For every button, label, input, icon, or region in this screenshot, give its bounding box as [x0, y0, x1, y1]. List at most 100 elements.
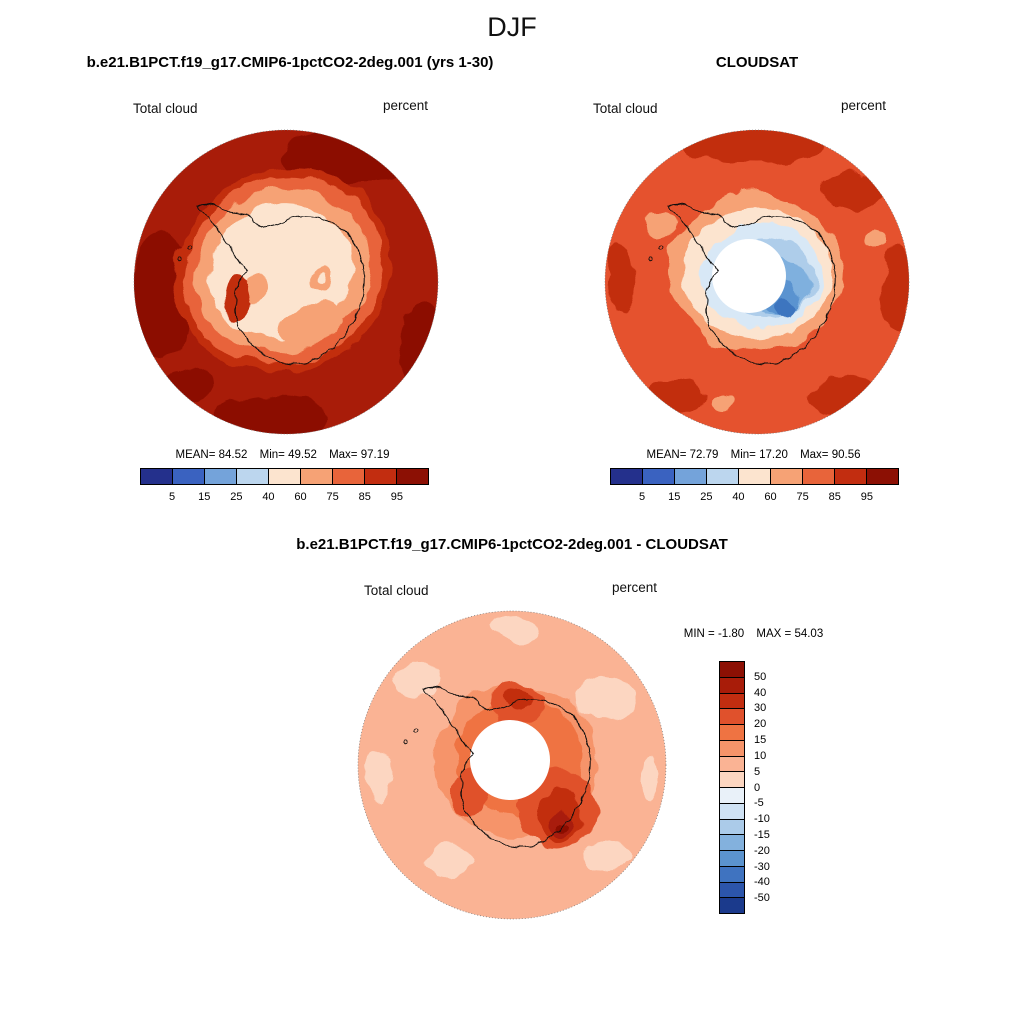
colorbar-segment	[719, 739, 745, 757]
colorbar-tick-label: -50	[754, 892, 770, 905]
colorbar-segment	[719, 692, 745, 710]
obs-field-label: Total cloud	[593, 101, 658, 116]
obs-mean-value: 72.79	[689, 449, 719, 461]
colorbar-segment	[610, 468, 643, 485]
colorbar-tick-label: 5	[169, 491, 176, 503]
diff-colorbar	[719, 661, 745, 914]
diff-max-value: 54.03	[794, 628, 824, 640]
colorbar-tick-label: 25	[230, 491, 243, 503]
diff-minmax-line: MIN = -1.80 MAX = 54.03	[648, 628, 868, 640]
obs-min-label: Min=	[730, 449, 756, 461]
diff-units-label: percent	[612, 580, 658, 595]
colorbar-segment	[719, 661, 745, 678]
obs-panel-title: CLOUDSAT	[715, 54, 799, 71]
colorbar-segment	[300, 468, 333, 485]
colorbar-tick-label: 75	[326, 491, 339, 503]
colorbar-tick-label: 15	[754, 734, 767, 747]
model-stats-line: MEAN= 84.52 Min= 49.52 Max= 97.19	[97, 449, 477, 461]
colorbar-segment	[738, 468, 771, 485]
colorbar-segment	[642, 468, 675, 485]
model-colorbar-ticks: 5 15 25 40 60 75 85 95	[140, 491, 429, 504]
colorbar-segment	[770, 468, 803, 485]
colorbar-segment	[364, 468, 397, 485]
colorbar-segment	[719, 897, 745, 914]
colorbar-segment	[719, 818, 745, 836]
colorbar-segment	[719, 724, 745, 741]
colorbar-tick-label: 85	[358, 491, 371, 503]
diff-min-label: MIN =	[683, 628, 715, 640]
colorbar-tick-label: 60	[764, 491, 777, 503]
colorbar-segment	[719, 881, 745, 899]
obs-units-label: percent	[841, 98, 887, 113]
colorbar-tick-label: 40	[732, 491, 745, 503]
colorbar-segment	[719, 865, 745, 883]
colorbar-tick-label: -5	[754, 797, 764, 810]
model-colorbar	[140, 468, 429, 485]
model-max-label: Max=	[329, 449, 358, 461]
diff-min-value: -1.80	[717, 628, 745, 640]
colorbar-tick-label: 85	[828, 491, 841, 503]
colorbar-segment	[719, 834, 745, 851]
colorbar-segment	[719, 787, 745, 804]
obs-max-label: Max=	[800, 449, 829, 461]
model-field-label: Total cloud	[133, 101, 198, 116]
colorbar-tick-label: 15	[198, 491, 211, 503]
colorbar-segment	[719, 708, 745, 725]
model-mean-label: MEAN=	[175, 449, 216, 461]
colorbar-tick-label: 30	[754, 702, 767, 715]
colorbar-segment	[719, 771, 745, 788]
colorbar-segment	[268, 468, 301, 485]
colorbar-tick-label: 5	[754, 765, 761, 778]
colorbar-tick-label: 50	[754, 670, 767, 683]
colorbar-segment	[802, 468, 835, 485]
polar-data-gap	[712, 239, 786, 313]
diff-max-label: MAX =	[756, 628, 792, 640]
colorbar-segment	[719, 755, 745, 773]
model-units-label: percent	[383, 98, 429, 113]
obs-max-value: 90.56	[831, 449, 861, 461]
colorbar-segment	[332, 468, 365, 485]
colorbar-tick-label: -10	[754, 813, 770, 826]
obs-polar-map	[604, 129, 910, 435]
colorbar-tick-label: 95	[860, 491, 873, 503]
colorbar-segment	[866, 468, 899, 485]
colorbar-segment	[834, 468, 867, 485]
colorbar-tick-label: 25	[700, 491, 713, 503]
colorbar-segment	[204, 468, 237, 485]
obs-mean-label: MEAN=	[646, 449, 687, 461]
model-panel-title: b.e21.B1PCT.f19_g17.CMIP6-1pctCO2-2deg.0…	[86, 54, 494, 71]
diff-panel-title: b.e21.B1PCT.f19_g17.CMIP6-1pctCO2-2deg.0…	[296, 536, 728, 553]
colorbar-segment	[706, 468, 739, 485]
model-min-value: 49.52	[288, 449, 317, 461]
obs-stats-line: MEAN= 72.79 Min= 17.20 Max= 90.56	[568, 449, 948, 461]
colorbar-segment	[719, 802, 745, 820]
season-title: DJF	[487, 12, 537, 42]
colorbar-tick-label: 60	[294, 491, 307, 503]
diff-polar-map	[357, 610, 667, 920]
colorbar-tick-label: 15	[668, 491, 681, 503]
polar-data-gap	[470, 720, 550, 800]
diff-colorbar-ticks: 50 40 30 20 15 10 5 0 -5 -10 -15 -20 -30 -40 -50	[748, 661, 782, 914]
colorbar-segment	[674, 468, 707, 485]
colorbar-tick-label: -40	[754, 876, 770, 889]
colorbar-segment	[396, 468, 429, 485]
colorbar-tick-label: -15	[754, 828, 770, 841]
colorbar-tick-label: 95	[390, 491, 403, 503]
model-polar-map	[133, 129, 439, 435]
colorbar-segment	[140, 468, 173, 485]
colorbar-segment	[236, 468, 269, 485]
colorbar-tick-label: -30	[754, 860, 770, 873]
colorbar-tick-label: -20	[754, 844, 770, 857]
model-mean-value: 84.52	[218, 449, 248, 461]
colorbar-segment	[719, 676, 745, 694]
colorbar-segment	[172, 468, 205, 485]
obs-colorbar	[610, 468, 899, 485]
model-max-value: 97.19	[360, 449, 390, 461]
obs-min-value: 17.20	[759, 449, 788, 461]
diff-field-label: Total cloud	[364, 583, 429, 598]
colorbar-tick-label: 40	[754, 686, 767, 699]
model-min-label: Min=	[259, 449, 285, 461]
colorbar-tick-label: 40	[262, 491, 275, 503]
colorbar-tick-label: 20	[754, 718, 767, 731]
